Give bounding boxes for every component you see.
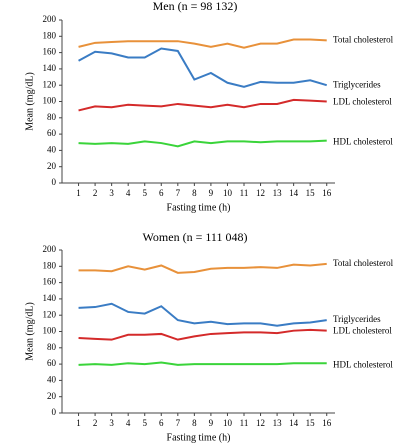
series-label: LDL cholesterol [333, 326, 392, 336]
y-tick-label: 20 [47, 391, 57, 401]
x-tick-label: 6 [159, 188, 164, 198]
y-tick-label: 100 [43, 96, 57, 106]
x-tick-label: 8 [192, 188, 197, 198]
y-tick-label: 160 [43, 47, 57, 57]
y-tick-label: 0 [52, 177, 57, 187]
x-tick-label: 14 [289, 188, 299, 198]
y-tick-label: 160 [43, 277, 57, 287]
x-tick-label: 12 [256, 188, 265, 198]
x-tick-label: 10 [223, 188, 233, 198]
x-tick-label: 16 [322, 418, 332, 428]
series-line [78, 98, 327, 112]
x-tick-label: 8 [192, 418, 197, 428]
series-line [78, 47, 328, 88]
series-line [78, 361, 327, 366]
x-tick-label: 7 [176, 418, 181, 428]
series-line [78, 38, 327, 49]
y-tick-label: 0 [52, 407, 57, 417]
series-label: Total cholesterol [333, 258, 394, 268]
x-tick-label: 9 [209, 188, 214, 198]
y-axis-title: Mean (mg/dL) [24, 302, 35, 361]
x-tick-label: 4 [126, 188, 131, 198]
series-label: Total cholesterol [333, 34, 394, 44]
x-tick-label: 5 [142, 188, 147, 198]
y-tick-label: 140 [43, 293, 57, 303]
y-tick-label: 60 [47, 128, 57, 138]
x-tick-label: 5 [142, 418, 147, 428]
chart-title: Women (n = 111 048) [143, 230, 248, 244]
y-tick-label: 200 [43, 14, 57, 24]
chart-title: Men (n = 98 132) [153, 0, 238, 13]
x-tick-label: 2 [93, 418, 98, 428]
series-label: HDL cholesterol [333, 359, 393, 369]
x-tick-label: 1 [76, 188, 81, 198]
x-tick-label: 16 [322, 188, 332, 198]
x-tick-label: 9 [209, 418, 214, 428]
x-tick-label: 10 [223, 418, 233, 428]
y-tick-label: 180 [43, 260, 57, 270]
x-tick-label: 14 [289, 418, 299, 428]
x-tick-label: 15 [306, 188, 316, 198]
series-label: LDL cholesterol [333, 97, 392, 107]
x-tick-label: 7 [176, 188, 181, 198]
y-tick-label: 100 [43, 326, 57, 336]
x-tick-label: 11 [240, 188, 249, 198]
y-tick-label: 40 [47, 374, 57, 384]
series-label: HDL cholesterol [333, 137, 393, 147]
y-tick-label: 60 [47, 358, 57, 368]
y-tick-label: 40 [47, 144, 57, 154]
y-tick-label: 80 [47, 112, 57, 122]
x-tick-label: 12 [256, 418, 265, 428]
y-tick-label: 140 [43, 63, 57, 73]
y-tick-label: 200 [43, 244, 57, 254]
series-line [78, 139, 327, 148]
x-tick-label: 13 [273, 418, 283, 428]
x-tick-label: 6 [159, 418, 164, 428]
y-tick-label: 80 [47, 342, 57, 352]
x-tick-label: 4 [126, 418, 131, 428]
x-axis-title: Fasting time (h) [167, 202, 231, 213]
x-tick-label: 2 [93, 188, 98, 198]
y-tick-label: 120 [43, 309, 57, 319]
x-tick-label: 3 [109, 188, 114, 198]
x-tick-label: 15 [306, 418, 316, 428]
y-tick-label: 20 [47, 161, 57, 171]
series-line [78, 262, 327, 274]
x-tick-label: 11 [240, 418, 249, 428]
y-tick-label: 180 [43, 30, 57, 40]
x-tick-label: 13 [273, 188, 283, 198]
x-tick-label: 3 [109, 418, 114, 428]
x-axis-title: Fasting time (h) [167, 432, 231, 443]
y-axis-title: Mean (mg/dL) [24, 72, 35, 131]
series-label: Triglycerides [333, 79, 381, 89]
series-label: Triglycerides [333, 314, 381, 324]
y-tick-label: 120 [43, 79, 57, 89]
series-line [78, 302, 327, 327]
x-tick-label: 1 [76, 418, 81, 428]
series-line [78, 328, 327, 341]
